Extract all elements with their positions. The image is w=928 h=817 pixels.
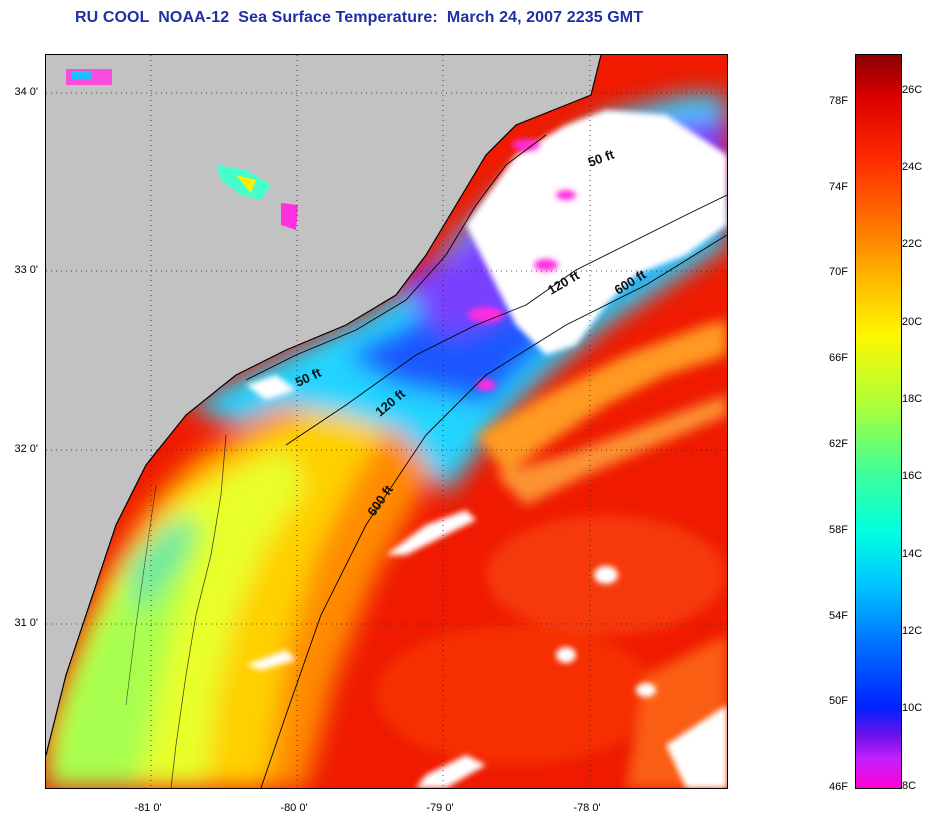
coastline — [46, 55, 602, 756]
lon-tick-label: -81 0' — [134, 802, 162, 814]
colorbar-c-label: 18C — [902, 393, 923, 405]
colorbar-f-label: 66F — [829, 352, 848, 364]
lon-tick-label: -79 0' — [426, 802, 454, 814]
lat-tick-label: 34 0' — [14, 86, 38, 98]
colorbar-c-label: 24C — [902, 161, 923, 173]
colorbar-c-label: 20C — [902, 316, 923, 328]
colorbar-c-label: 12C — [902, 625, 923, 637]
colorbar-f-label: 62F — [829, 438, 848, 450]
colorbar-f-label: 50F — [829, 695, 848, 707]
colorbar-f-label: 58F — [829, 524, 848, 536]
colorbar-c-label: 26C — [902, 84, 923, 96]
sst-map-canvas: 50 ft 50 ft 120 ft 120 ft 600 ft 600 ft — [46, 55, 727, 788]
colorbar-c-label: 22C — [902, 238, 923, 250]
colorbar-c-label: 10C — [902, 702, 923, 714]
colorbar-f-label: 78F — [829, 95, 848, 107]
colorbar-f-label: 54F — [829, 610, 848, 622]
inland-features — [66, 69, 298, 230]
estuary-lines — [170, 434, 227, 788]
contour-120ft — [285, 194, 727, 446]
ocean-area — [46, 55, 727, 788]
temperature-colorbar — [855, 54, 902, 789]
colorbar-f-label: 70F — [829, 266, 848, 278]
colorbar-c-label: 14C — [902, 548, 923, 560]
lat-tick-label: 31 0' — [14, 617, 38, 629]
map-title: RU COOL NOAA-12 Sea Surface Temperature:… — [75, 9, 644, 26]
lat-tick-label: 32 0' — [14, 443, 38, 455]
contour-600ft — [260, 234, 727, 788]
lon-tick-label: -80 0' — [280, 802, 308, 814]
lon-tick-label: -78 0' — [573, 802, 601, 814]
contour-50ft — [245, 134, 547, 381]
colorbar-f-label: 74F — [829, 181, 848, 193]
sst-map[interactable]: 50 ft 50 ft 120 ft 120 ft 600 ft 600 ft — [45, 54, 728, 789]
colorbar-c-label: 8C — [902, 780, 917, 792]
colorbar-c-label: 16C — [902, 470, 923, 482]
graticule — [46, 55, 727, 788]
lat-tick-label: 33 0' — [14, 264, 38, 276]
colorbar-f-label: 46F — [829, 781, 848, 793]
